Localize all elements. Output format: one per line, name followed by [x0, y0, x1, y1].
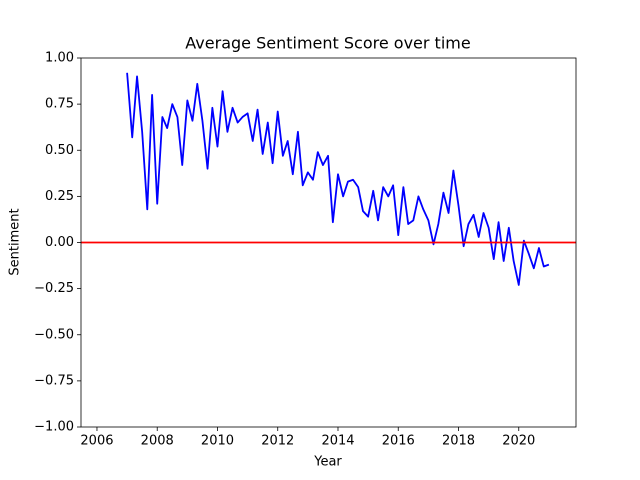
y-tick-label: 0.50 — [45, 143, 74, 158]
y-tick-label: 0.75 — [45, 97, 74, 112]
x-tick-label: 2016 — [382, 434, 415, 449]
y-axis-label: Sentiment — [8, 208, 23, 275]
x-tick-label: 2006 — [80, 434, 113, 449]
data-line — [126, 72, 550, 286]
x-tick-label: 2020 — [502, 434, 535, 449]
y-tick-label: −0.25 — [34, 281, 74, 296]
x-tick-label: 2010 — [201, 434, 234, 449]
y-tick-label: 0.00 — [45, 235, 74, 250]
plot-frame — [80, 57, 577, 428]
y-tick-label: −0.75 — [34, 373, 74, 388]
x-tick-label: 2018 — [442, 434, 475, 449]
y-tick-label: 0.25 — [45, 189, 74, 204]
x-tick-label: 2014 — [321, 434, 354, 449]
x-tick-label: 2008 — [141, 434, 174, 449]
x-tick-label: 2012 — [261, 434, 294, 449]
y-tick-label: −1.00 — [34, 420, 74, 435]
x-axis-label: Year — [313, 455, 342, 470]
y-tick-label: 1.00 — [45, 51, 74, 66]
chart-title: Average Sentiment Score over time — [185, 34, 470, 53]
y-tick-label: −0.50 — [34, 327, 74, 342]
